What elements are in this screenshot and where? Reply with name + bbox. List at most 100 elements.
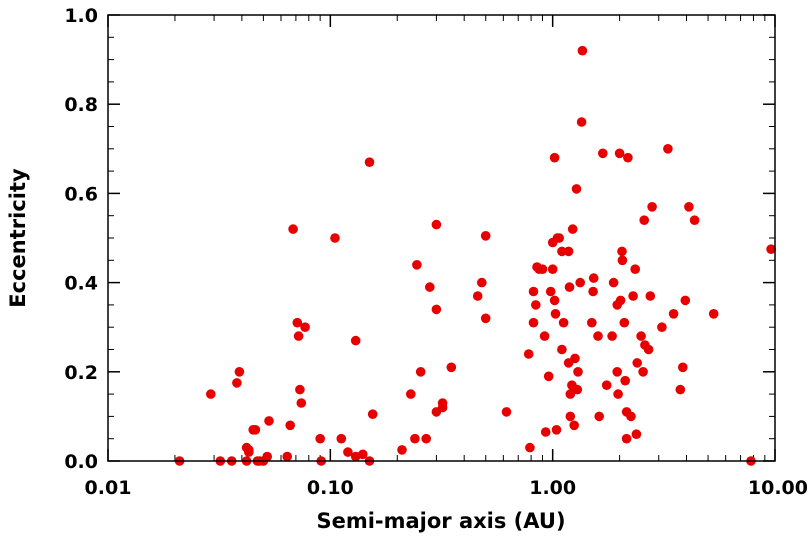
y-tick-label: 0.4 <box>64 273 98 295</box>
data-point <box>358 449 368 460</box>
data-point <box>684 202 694 212</box>
data-point <box>557 246 567 257</box>
y-tick-label: 0.0 <box>64 451 98 473</box>
data-point <box>577 45 588 56</box>
data-point <box>766 244 776 254</box>
data-point <box>300 322 310 333</box>
data-point <box>620 375 630 386</box>
data-point <box>565 389 576 399</box>
data-point <box>425 282 435 292</box>
data-point <box>296 398 307 408</box>
data-point <box>285 420 296 431</box>
data-point <box>549 152 560 163</box>
data-point <box>364 157 375 167</box>
data-point <box>657 322 667 333</box>
data-point <box>632 358 642 368</box>
y-tick-labels: 0.0 0.2 0.4 0.6 0.8 1.0 <box>64 5 98 473</box>
data-point <box>572 384 583 395</box>
data-point <box>264 416 274 426</box>
data-point <box>431 304 442 315</box>
data-point <box>288 224 298 234</box>
data-point <box>607 331 617 341</box>
data-point <box>594 411 604 422</box>
data-point <box>472 291 483 301</box>
data-point <box>647 202 657 212</box>
data-points <box>174 45 776 466</box>
data-point <box>575 277 585 288</box>
data-point <box>675 384 686 395</box>
data-point <box>543 371 554 382</box>
data-point <box>638 367 648 377</box>
data-point <box>343 447 353 457</box>
data-point <box>678 362 688 373</box>
data-point <box>587 317 597 328</box>
data-point <box>563 246 574 257</box>
data-point <box>623 152 633 163</box>
data-point <box>330 233 340 243</box>
data-point <box>570 353 580 364</box>
data-point <box>630 264 640 275</box>
data-point <box>617 255 628 266</box>
y-tick-label: 0.2 <box>64 362 98 384</box>
data-point <box>367 409 378 420</box>
data-point <box>558 317 569 328</box>
x-tick-labels: 0.01 0.10 1.00 10.00 <box>85 477 808 499</box>
data-point <box>576 117 587 127</box>
data-point <box>539 331 550 341</box>
data-point <box>708 309 719 319</box>
data-point <box>523 349 534 359</box>
data-point <box>598 148 608 159</box>
data-point <box>350 335 361 346</box>
data-point <box>477 277 487 288</box>
data-point <box>244 445 254 455</box>
data-point <box>689 215 700 225</box>
data-point <box>501 407 512 417</box>
data-point <box>588 273 599 283</box>
data-point <box>628 291 638 301</box>
data-point <box>528 317 539 328</box>
data-point <box>549 295 560 306</box>
data-point <box>295 384 305 395</box>
x-tick-label: 0.01 <box>85 477 132 499</box>
data-point <box>545 286 556 297</box>
data-point <box>292 317 303 328</box>
data-point <box>410 433 420 444</box>
data-point <box>639 215 649 225</box>
x-tick-label: 1.00 <box>529 477 576 499</box>
data-point <box>315 433 326 444</box>
data-point <box>250 425 261 435</box>
data-point <box>573 367 583 377</box>
plot-frame <box>107 14 776 462</box>
data-point <box>525 442 535 453</box>
data-point <box>565 411 576 422</box>
data-point <box>588 286 598 297</box>
x-axis-label: Semi-major axis (AU) <box>316 509 565 533</box>
data-point <box>480 313 491 324</box>
x-tick-label: 10.00 <box>748 477 808 499</box>
data-point <box>564 282 575 292</box>
data-point <box>232 378 242 388</box>
data-point <box>626 411 636 422</box>
data-point <box>415 367 426 377</box>
data-point <box>234 367 245 377</box>
data-point <box>293 331 304 341</box>
data-point <box>663 144 673 154</box>
data-point <box>617 246 627 257</box>
data-point <box>608 277 619 288</box>
data-point <box>643 344 654 355</box>
data-point <box>412 260 422 270</box>
y-axis-label: Eccentricity <box>6 168 30 308</box>
data-point <box>668 309 679 319</box>
data-point <box>551 425 562 435</box>
y-tick-label: 1.0 <box>64 5 98 27</box>
data-point <box>567 224 578 234</box>
data-point <box>531 300 541 310</box>
data-point <box>206 389 216 399</box>
tick-marks <box>107 14 776 462</box>
data-point <box>571 184 582 194</box>
data-point <box>397 445 407 455</box>
data-point <box>437 402 448 413</box>
data-point <box>421 433 432 444</box>
data-point <box>631 429 642 440</box>
data-point <box>621 433 632 444</box>
